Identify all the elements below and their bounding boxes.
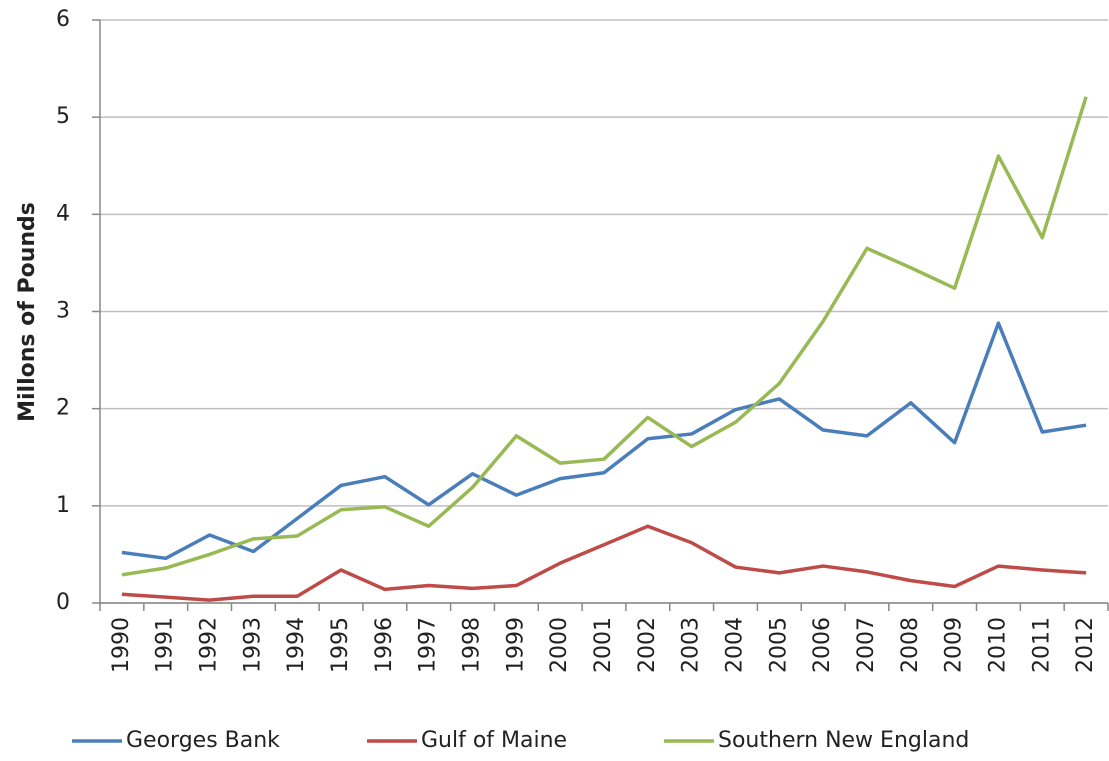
y-tick-label: 1 (56, 493, 70, 518)
y-tick-label: 0 (56, 590, 70, 615)
x-tick-label: 2012 (1073, 617, 1098, 673)
x-tick-label: 2005 (766, 617, 791, 673)
x-tick-label: 2008 (898, 617, 923, 673)
legend-label: Georges Bank (126, 728, 280, 753)
x-tick-label: 1991 (153, 617, 178, 673)
x-tick-label: 2004 (722, 617, 747, 673)
legend-label: Southern New England (718, 728, 969, 753)
y-tick-label: 4 (56, 201, 70, 226)
y-tick-label: 2 (56, 396, 70, 421)
x-tick-label: 1993 (240, 617, 265, 673)
x-tick-label: 2006 (810, 617, 835, 673)
y-tick-label: 6 (56, 7, 70, 32)
x-tick-label: 2000 (547, 617, 572, 673)
y-axis-label: Millons of Pounds (15, 202, 40, 422)
x-tick-label: 1992 (197, 617, 222, 673)
x-tick-label: 1997 (416, 617, 441, 673)
x-tick-label: 2002 (635, 617, 660, 673)
x-tick-label: 2001 (591, 617, 616, 673)
x-tick-label: 2007 (854, 617, 879, 673)
x-tick-label: 1990 (109, 617, 134, 673)
y-tick-label: 5 (56, 104, 70, 129)
legend-label: Gulf of Maine (421, 728, 567, 753)
y-tick-label: 3 (56, 299, 70, 324)
x-tick-label: 2011 (1029, 617, 1054, 673)
x-tick-label: 2009 (942, 617, 967, 673)
x-tick-label: 1995 (328, 617, 353, 673)
x-tick-label: 2010 (985, 617, 1010, 673)
series-line (121, 96, 1088, 577)
x-tick-label: 1996 (372, 617, 397, 673)
x-tick-label: 1994 (284, 617, 309, 673)
x-tick-label: 2003 (679, 617, 704, 673)
x-tick-label: 1998 (460, 617, 485, 673)
series-line (121, 524, 1087, 602)
series-line (121, 321, 1087, 561)
x-tick-label: 1999 (503, 617, 528, 673)
